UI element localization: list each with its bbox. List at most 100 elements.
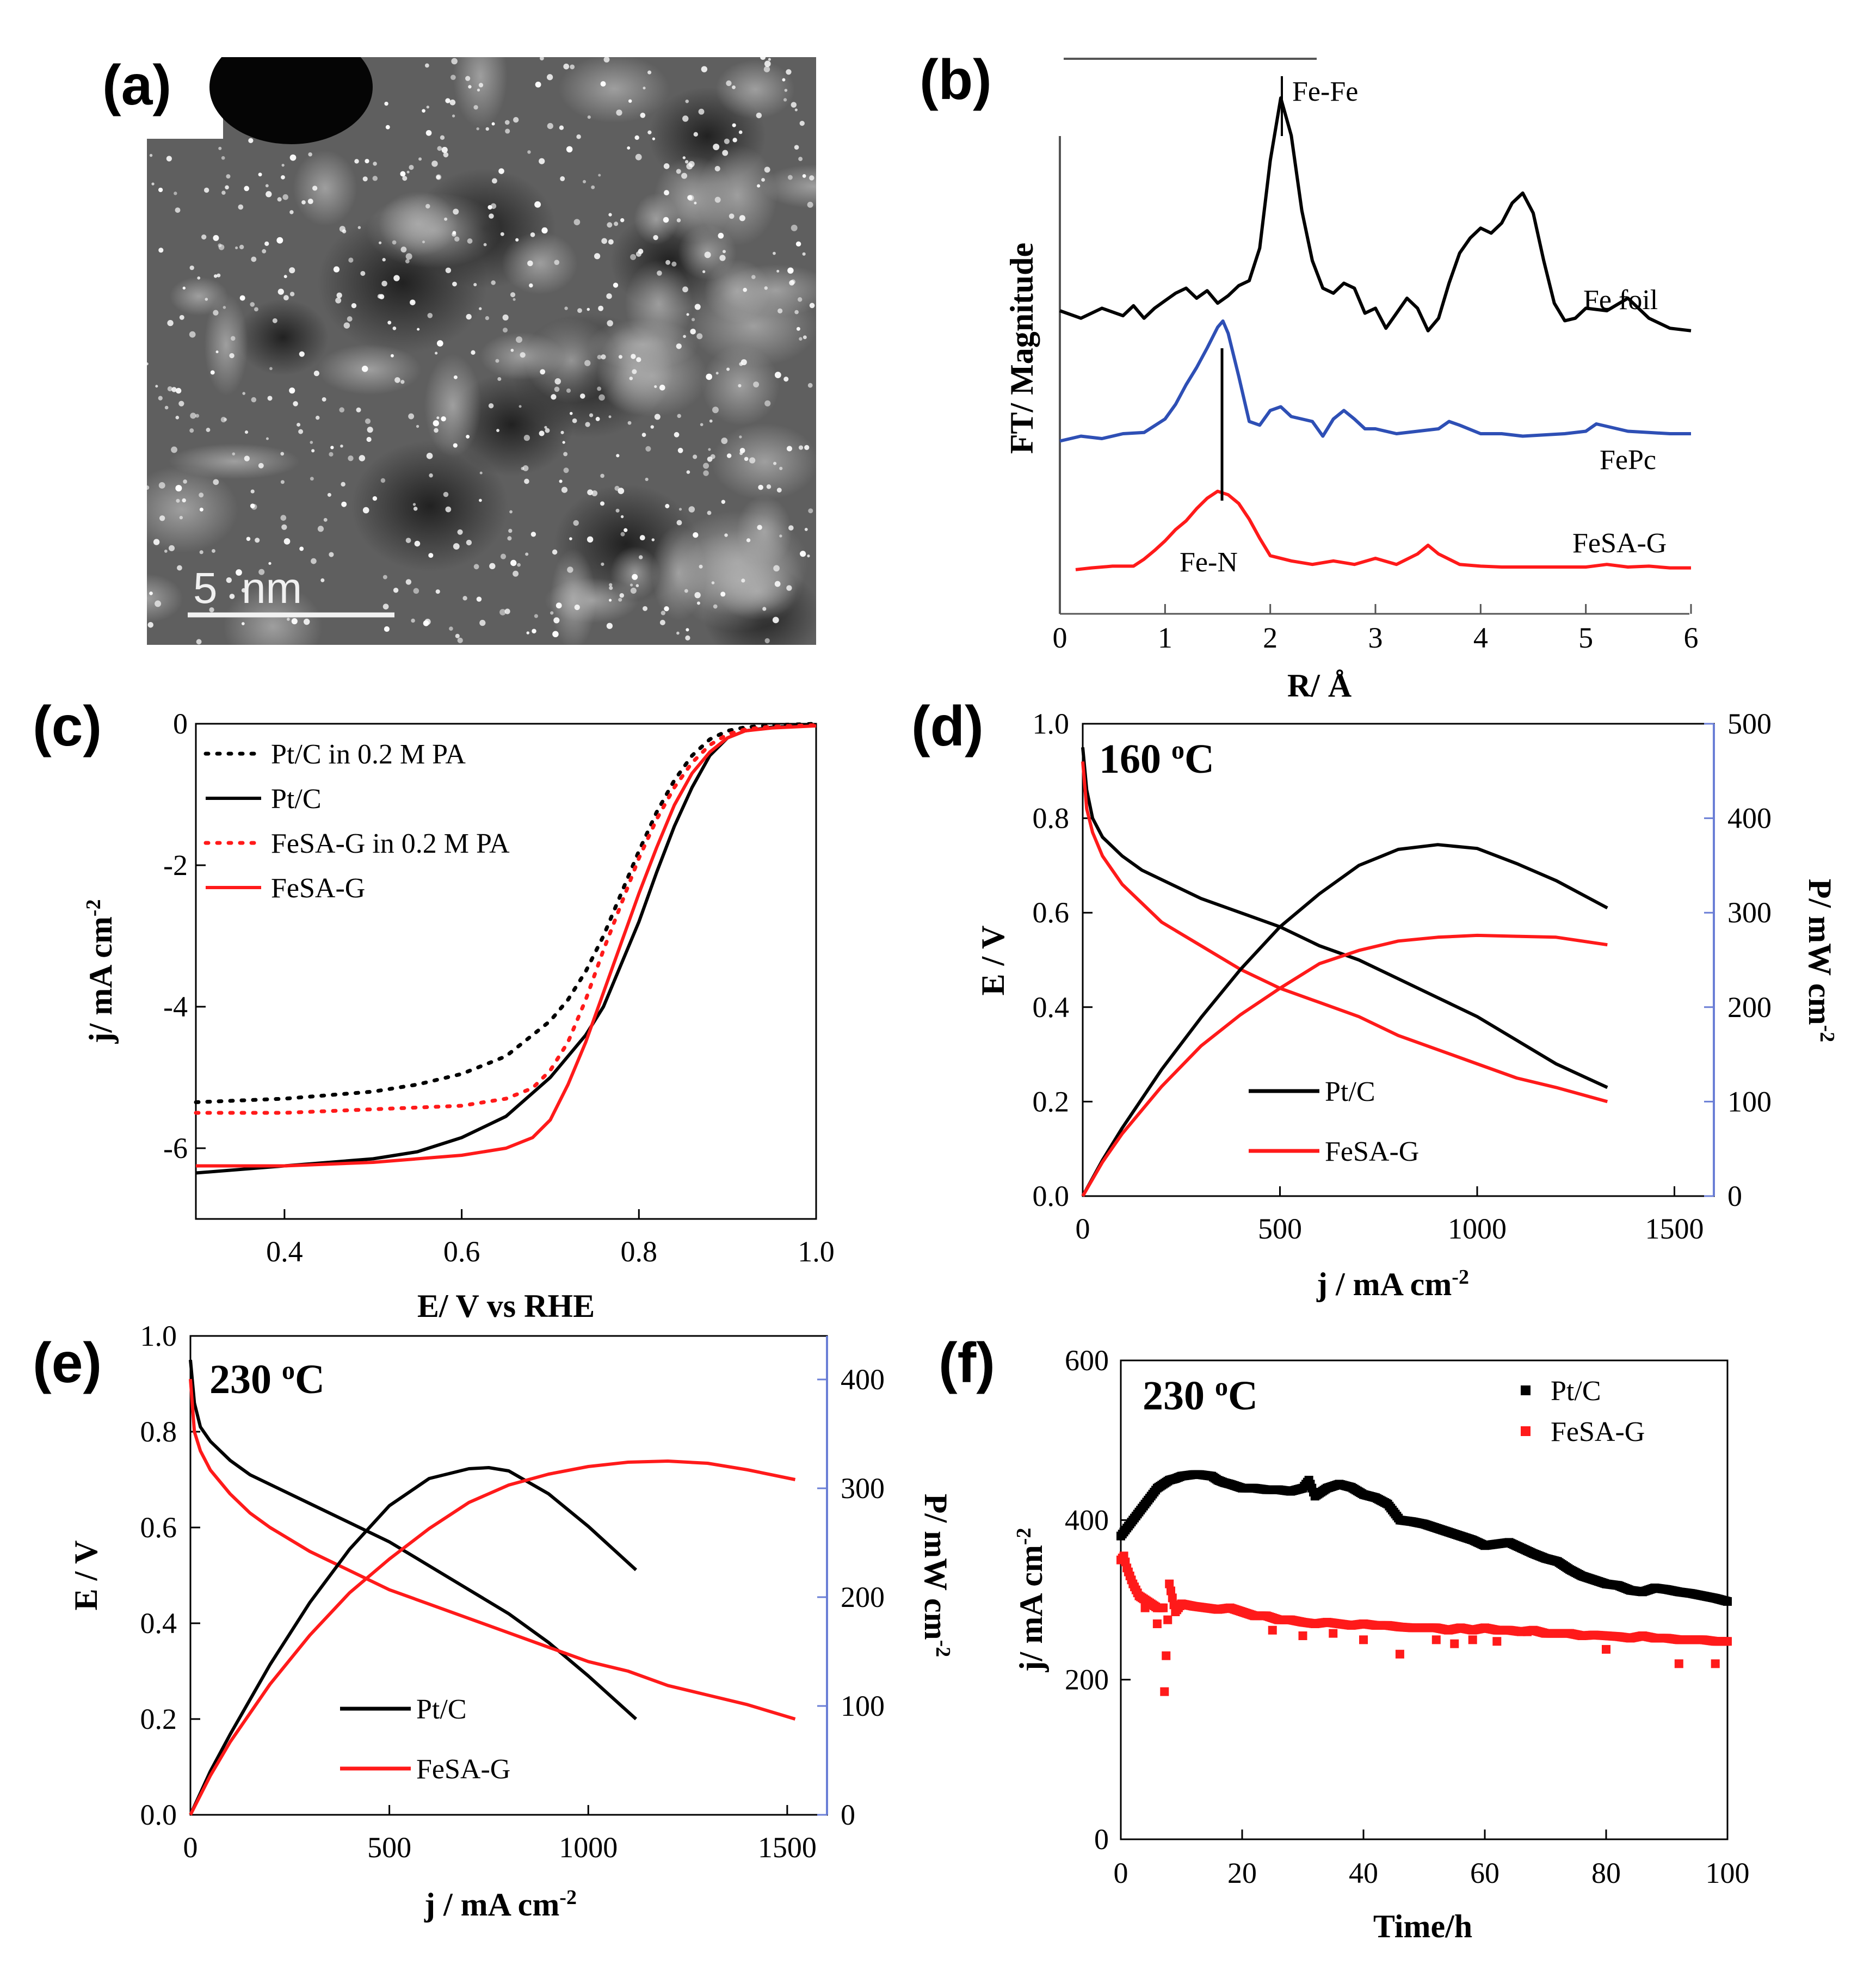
legend: Pt/C in 0.2 M PA Pt/C FeSA-G in 0.2 M PA Fe…: [203, 739, 510, 904]
single-atom-dot: [452, 232, 456, 237]
single-atom-dot: [650, 425, 654, 429]
single-atom-dot: [624, 528, 628, 532]
data-point-fesa-g: [1359, 1635, 1368, 1644]
x-tick-label: 1000: [1448, 1212, 1507, 1245]
single-atom-dot: [663, 217, 669, 223]
legend-label-pt-c: Pt/C: [1551, 1376, 1601, 1407]
single-atom-dot: [809, 175, 814, 181]
panel-c: (c) 0.4 0.6 0.8 1.0 0 -2 -4 -6 Pt/C in 0.2 M PA…: [33, 695, 835, 1324]
single-atom-dot: [422, 109, 425, 113]
single-atom-dot: [708, 448, 711, 451]
legend-label-pt-c: Pt/C: [416, 1694, 467, 1725]
data-point-fesa-g: [1723, 1637, 1732, 1646]
single-atom-dot: [347, 316, 353, 322]
y2-tick-label: 300: [1727, 896, 1772, 929]
single-atom-dot: [409, 164, 414, 170]
single-atom-dot: [627, 146, 631, 150]
y-tick-label: 0.2: [1033, 1085, 1070, 1118]
single-atom-dot: [341, 482, 345, 487]
single-atom-dot: [641, 433, 646, 437]
temperature-label: 160 oC: [1099, 736, 1214, 783]
single-atom-dot: [509, 510, 513, 514]
series-line-pt-c-power: [1081, 843, 1608, 1197]
single-atom-dot: [479, 307, 482, 310]
single-atom-dot: [182, 498, 186, 503]
single-atom-dot: [686, 163, 693, 170]
single-atom-dot: [797, 297, 803, 302]
single-atom-dot: [462, 596, 467, 601]
single-atom-dot: [521, 466, 524, 471]
single-atom-dot: [339, 226, 345, 232]
single-atom-dot: [609, 583, 613, 587]
single-atom-dot: [310, 477, 314, 481]
single-atom-dot: [378, 241, 382, 244]
single-atom-dot: [500, 232, 504, 236]
x-tick-label: 6: [1684, 621, 1699, 654]
single-atom-dot: [445, 98, 451, 103]
single-atom-dot: [608, 213, 612, 217]
single-atom-dot: [686, 313, 689, 316]
single-atom-dot: [323, 518, 328, 522]
single-atom-dot: [241, 588, 246, 593]
single-atom-dot: [684, 589, 688, 593]
single-atom-dot: [676, 631, 680, 635]
single-atom-dot: [373, 162, 377, 166]
single-atom-dot: [164, 405, 169, 410]
single-atom-dot: [317, 526, 324, 532]
scale-bar-label: 5 nm: [193, 564, 302, 612]
single-atom-dot: [566, 146, 573, 153]
temperature-label: 230 oC: [1143, 1372, 1258, 1419]
bright-region: [293, 150, 357, 226]
data-point-fesa-g: [1523, 1627, 1532, 1636]
single-atom-dot: [196, 639, 202, 645]
single-atom-dot: [539, 430, 545, 436]
dark-region: [351, 441, 508, 571]
single-atom-dot: [652, 137, 656, 140]
single-atom-dot: [453, 208, 459, 215]
single-atom-dot: [281, 524, 287, 530]
single-atom-dot: [606, 293, 612, 299]
axis-ticks: 0 20 40 60 80 100 0 200 400 600: [1065, 1344, 1750, 1889]
single-atom-dot: [174, 192, 177, 195]
single-atom-dot: [510, 559, 517, 566]
bright-region: [147, 466, 238, 553]
x-tick-label: 1500: [758, 1831, 817, 1864]
single-atom-dot: [479, 471, 483, 475]
single-atom-dot: [244, 186, 250, 192]
data-point-fesa-g: [1163, 1615, 1172, 1624]
x-tick-label: 3: [1368, 621, 1383, 654]
single-atom-dot: [691, 318, 695, 322]
single-atom-dot: [757, 184, 761, 188]
single-atom-dot: [367, 427, 373, 433]
single-atom-dot: [444, 217, 448, 221]
single-atom-dot: [211, 549, 215, 553]
single-atom-dot: [615, 508, 620, 513]
single-atom-dot: [502, 314, 509, 321]
single-atom-dot: [431, 161, 438, 167]
single-atom-dot: [199, 550, 203, 555]
single-atom-dot: [665, 504, 670, 509]
single-atom-dot: [258, 173, 262, 177]
single-atom-dot: [229, 353, 234, 359]
single-atom-dot: [151, 182, 155, 186]
panel-a: 5 nm (a): [102, 54, 816, 645]
x-axis-label: R/ Å: [1287, 668, 1352, 704]
single-atom-dot: [724, 138, 730, 144]
panel-e: (e) 0 500 1000 1500 0.0 0.2 0.4 0.6 0.8 1.0 0 100 20…: [33, 1320, 954, 1923]
single-atom-dot: [467, 238, 473, 244]
single-atom-dot: [739, 435, 742, 439]
single-atom-dot: [457, 529, 463, 535]
single-atom-dot: [620, 515, 624, 519]
single-atom-dot: [573, 219, 581, 225]
single-atom-dot: [229, 594, 235, 599]
single-atom-dot: [488, 403, 494, 409]
x-tick-label: 4: [1473, 621, 1488, 654]
y2-tick-label: 100: [1727, 1085, 1772, 1118]
single-atom-dot: [563, 452, 568, 457]
single-atom-dot: [283, 295, 289, 301]
series-line-pt-c: [189, 1359, 638, 1721]
single-atom-dot: [647, 130, 652, 134]
single-atom-dot: [529, 283, 533, 288]
single-atom-dot: [466, 434, 470, 439]
single-atom-dot: [505, 128, 510, 134]
